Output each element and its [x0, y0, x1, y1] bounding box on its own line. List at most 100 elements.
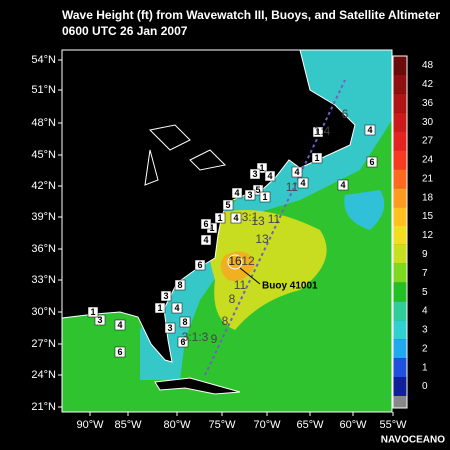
colorbar-label: 27	[422, 136, 434, 147]
colorbar-label: 4	[422, 306, 428, 317]
colorbar-label: 48	[422, 60, 434, 71]
map-frame	[61, 49, 393, 413]
colorbar-band	[393, 150, 407, 170]
altimeter-label: 13	[255, 232, 269, 246]
colorbar-label: 24	[422, 155, 434, 166]
yellow-zone	[208, 210, 327, 330]
buoy-report: 4	[367, 125, 372, 135]
latitude-label: 48°N	[31, 117, 56, 129]
buoy-box	[337, 179, 349, 191]
colorbar-band	[393, 301, 407, 321]
latitude-label: 39°N	[31, 211, 56, 223]
colorbar-label: 36	[422, 98, 434, 109]
colorbar-label: 2	[422, 343, 428, 354]
buoy-box	[364, 124, 376, 136]
colorbar-label: 0	[422, 381, 428, 392]
buoy-box	[114, 319, 126, 331]
latitude-label: 51°N	[31, 84, 56, 96]
colorbar-frame	[392, 55, 408, 409]
buoy-report: 3	[247, 190, 252, 200]
colorbar-band	[393, 131, 407, 151]
cyan-zone	[344, 190, 385, 230]
buoy-report: 8	[177, 280, 182, 290]
buoy-box	[312, 126, 324, 138]
latitude-label: 36°N	[31, 243, 56, 255]
subtitle: 0600 UTC 26 Jan 2007	[62, 24, 188, 38]
colorbar-label: 3	[422, 325, 428, 336]
buoy-report: 1	[315, 127, 320, 137]
buoy-report: 3	[97, 315, 102, 325]
colorbar-band	[393, 358, 407, 378]
buoy-pointer	[239, 267, 261, 285]
buoy-report: 1	[259, 163, 264, 173]
colorbar-label: 42	[422, 79, 434, 90]
buoy-report: 1	[217, 213, 222, 223]
buoy-box	[200, 234, 212, 246]
longitude-label: 90°W	[76, 419, 104, 431]
buoy-box	[179, 316, 191, 328]
buoy-box	[177, 336, 189, 348]
buoy-report: 4	[340, 180, 345, 190]
altimeter-label: 12	[241, 254, 255, 268]
colorbar-label: 15	[422, 211, 434, 222]
buoy-report: 6	[203, 219, 208, 229]
buoy-label: Buoy 41001	[262, 281, 318, 292]
altimeter-label: 6	[342, 107, 349, 121]
latitude-label: 33°N	[31, 274, 56, 286]
latitude-label: 54°N	[31, 54, 56, 66]
buoy-box	[231, 187, 243, 199]
buoy-report: 4	[234, 188, 239, 198]
colorbar-band	[393, 396, 407, 408]
buoy-report: 6	[117, 347, 122, 357]
longitude-label: 75°W	[208, 419, 236, 431]
buoy-box	[94, 314, 106, 326]
longitude-label: 85°W	[114, 419, 142, 431]
longitude-label: 65°W	[296, 419, 324, 431]
buoy-box	[297, 177, 309, 189]
buoy-report: 1	[314, 153, 319, 163]
colorbar-label: 5	[422, 287, 428, 298]
colorbar-band	[393, 377, 407, 396]
longitude-label: 80°W	[163, 419, 191, 431]
land	[61, 49, 356, 363]
colorbar-band	[393, 169, 407, 189]
colorbar-band	[393, 244, 407, 264]
altimeter-label: 3:1:3	[182, 330, 209, 344]
longitude-label: 60°W	[339, 419, 367, 431]
buoy-report: 4	[267, 171, 272, 181]
buoy-report: 4	[294, 167, 299, 177]
title: Wave Height (ft) from Wavewatch III, Buo…	[62, 8, 440, 22]
buoy-box	[264, 170, 276, 182]
buoy-report: 1	[157, 303, 162, 313]
buoy-report: 8	[182, 317, 187, 327]
buoy-report: 1	[262, 192, 267, 202]
altimeter-label: 13	[251, 214, 265, 228]
buoy-report: 5	[255, 185, 260, 195]
colorbar-band	[393, 74, 407, 94]
colorbar-band	[393, 188, 407, 208]
latitude-label: 42°N	[31, 180, 56, 192]
buoy-box	[87, 306, 99, 318]
buoy-box	[311, 152, 323, 164]
buoy-report: 4	[117, 320, 122, 330]
buoy-report: 3	[163, 291, 168, 301]
buoy-box	[154, 302, 166, 314]
buoy-report: 4	[300, 178, 305, 188]
longitude-label: 55°W	[379, 419, 407, 431]
latitude-label: 21°N	[31, 401, 56, 413]
latitude-label: 27°N	[31, 338, 56, 350]
buoy-box	[222, 199, 234, 211]
buoy-box	[160, 290, 172, 302]
altimeter-label: 11	[268, 212, 281, 226]
buoy-box	[164, 322, 176, 334]
buoy-report: 5	[225, 200, 230, 210]
buoy-box	[291, 166, 303, 178]
buoy-box	[200, 218, 212, 230]
altimeter-label: 9	[211, 332, 218, 346]
buoy-report: 1	[209, 223, 214, 233]
latitude-label: 45°N	[31, 149, 56, 161]
altimeter-label: 11	[234, 278, 247, 292]
colorbar-label: 1	[422, 362, 428, 373]
colorbar-band	[393, 56, 407, 75]
